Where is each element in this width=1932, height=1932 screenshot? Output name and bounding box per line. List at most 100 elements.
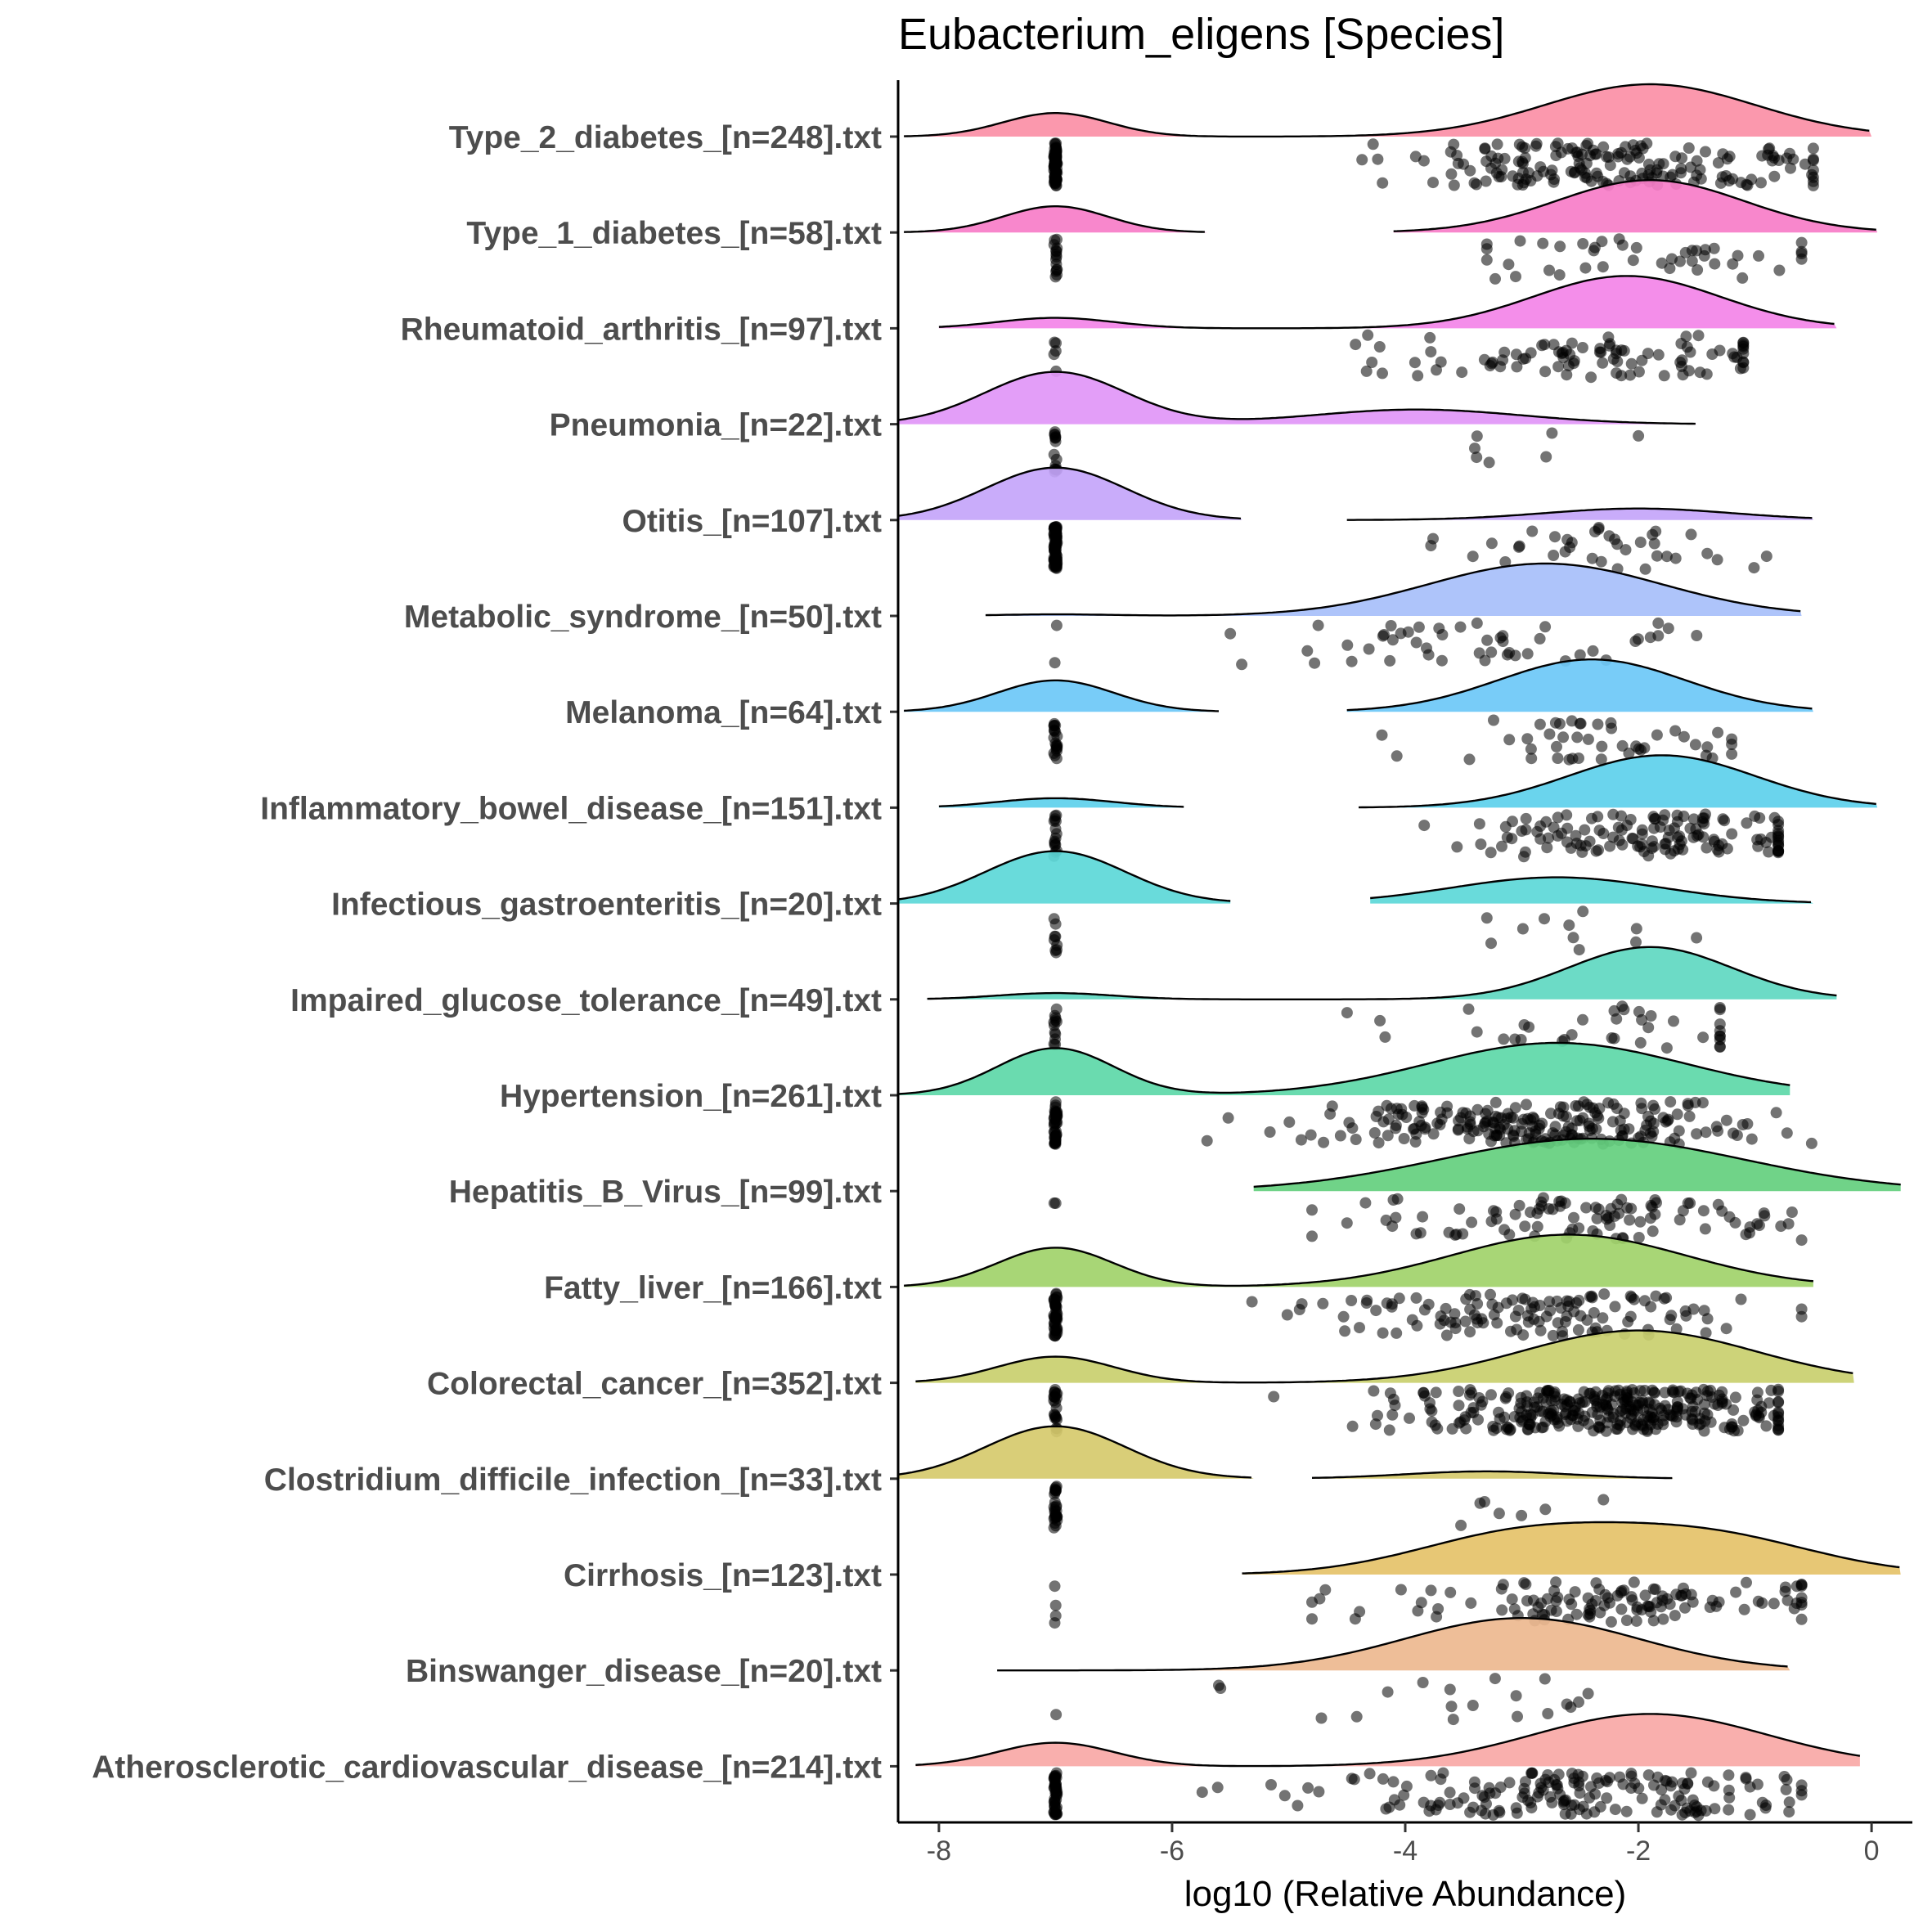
data-point bbox=[1611, 1423, 1624, 1435]
data-point bbox=[1509, 1033, 1521, 1045]
data-point bbox=[1566, 1799, 1578, 1812]
data-point bbox=[1755, 177, 1767, 189]
data-point bbox=[1540, 451, 1552, 463]
data-point bbox=[1050, 250, 1063, 263]
data-point bbox=[1649, 1208, 1661, 1220]
data-point bbox=[1525, 753, 1538, 765]
data-point bbox=[1587, 1225, 1599, 1237]
data-point bbox=[1196, 1786, 1208, 1799]
data-point bbox=[1649, 1103, 1661, 1115]
data-point bbox=[1592, 718, 1604, 730]
data-point bbox=[1547, 1127, 1559, 1139]
ridge-14 bbox=[897, 1425, 1674, 1534]
data-point bbox=[1453, 1400, 1465, 1412]
points bbox=[1048, 1096, 1817, 1150]
data-point bbox=[1586, 552, 1598, 564]
data-point bbox=[1585, 371, 1597, 384]
plot-area bbox=[897, 83, 1901, 1822]
ridge-5 bbox=[985, 562, 1802, 671]
data-point bbox=[1479, 1496, 1490, 1507]
data-point bbox=[1452, 1124, 1464, 1136]
data-point bbox=[1601, 1792, 1613, 1804]
data-point bbox=[1551, 1779, 1563, 1791]
data-point bbox=[1456, 366, 1468, 379]
y-tick-label: Metabolic_syndrome_[n=50].txt bbox=[404, 600, 882, 635]
data-point bbox=[1306, 1596, 1318, 1608]
density-area bbox=[898, 1426, 1254, 1479]
data-point bbox=[1468, 177, 1480, 189]
data-point bbox=[1050, 265, 1063, 277]
data-point bbox=[1633, 743, 1645, 755]
data-point bbox=[1483, 456, 1495, 469]
data-point bbox=[1049, 1599, 1062, 1611]
data-point bbox=[1624, 369, 1636, 381]
data-point bbox=[1565, 1808, 1577, 1820]
data-point bbox=[1346, 1295, 1358, 1306]
data-point bbox=[1686, 255, 1698, 267]
data-point bbox=[1620, 544, 1632, 556]
data-point bbox=[1723, 175, 1735, 186]
data-point bbox=[1674, 1214, 1686, 1226]
data-point bbox=[1711, 554, 1723, 566]
data-point bbox=[1554, 240, 1566, 253]
data-point bbox=[1051, 233, 1063, 245]
density-curve bbox=[1346, 507, 1813, 521]
data-point bbox=[1048, 348, 1060, 361]
data-point bbox=[1634, 841, 1647, 853]
data-point bbox=[1539, 621, 1552, 633]
data-point bbox=[1507, 815, 1518, 828]
data-point bbox=[1496, 840, 1507, 852]
data-point bbox=[1395, 1584, 1407, 1596]
data-point bbox=[1313, 1786, 1325, 1798]
data-point bbox=[1049, 1617, 1061, 1629]
data-point bbox=[1668, 1015, 1679, 1027]
data-point bbox=[1633, 151, 1645, 164]
data-point bbox=[1544, 1305, 1557, 1317]
data-point bbox=[1315, 1712, 1328, 1724]
data-point bbox=[1427, 177, 1439, 189]
data-point bbox=[1534, 632, 1546, 645]
data-point bbox=[1373, 1105, 1385, 1117]
data-point bbox=[1669, 552, 1682, 564]
data-point bbox=[1387, 1393, 1400, 1405]
data-point bbox=[1700, 146, 1711, 158]
data-point bbox=[1751, 1218, 1764, 1230]
data-point bbox=[1700, 1327, 1712, 1339]
data-point bbox=[1522, 1316, 1534, 1328]
data-point bbox=[1573, 1696, 1584, 1708]
data-point bbox=[1786, 1206, 1798, 1218]
data-point bbox=[1807, 142, 1819, 155]
data-point bbox=[1609, 1301, 1621, 1313]
data-point bbox=[1552, 361, 1565, 373]
data-point bbox=[1305, 1129, 1317, 1141]
data-point bbox=[1666, 168, 1678, 181]
density-curve bbox=[897, 1041, 1790, 1095]
data-point bbox=[1050, 619, 1063, 631]
data-point bbox=[1569, 1586, 1581, 1598]
data-point bbox=[1795, 1613, 1808, 1625]
data-point bbox=[1542, 1708, 1554, 1719]
data-point bbox=[1481, 634, 1494, 646]
data-point bbox=[1346, 1420, 1359, 1432]
density-curve bbox=[938, 797, 1184, 808]
data-point bbox=[1616, 739, 1629, 752]
density-curve bbox=[1358, 754, 1876, 809]
data-point bbox=[1489, 1673, 1501, 1685]
data-point bbox=[1049, 657, 1061, 669]
data-point bbox=[1049, 1409, 1061, 1422]
data-point bbox=[1394, 1799, 1406, 1811]
data-point bbox=[1386, 1409, 1399, 1421]
data-point bbox=[1050, 176, 1062, 188]
data-point bbox=[1384, 654, 1396, 667]
data-point bbox=[1215, 1683, 1227, 1694]
data-point bbox=[1579, 824, 1591, 836]
points bbox=[1049, 1576, 1808, 1629]
data-point bbox=[1049, 1510, 1061, 1522]
data-point bbox=[1633, 1396, 1646, 1409]
density-curve bbox=[938, 275, 1835, 330]
data-point bbox=[1628, 1293, 1640, 1305]
data-point bbox=[1701, 1385, 1714, 1397]
data-point bbox=[1697, 831, 1710, 843]
data-point bbox=[1590, 167, 1602, 179]
data-point bbox=[1642, 1022, 1655, 1034]
